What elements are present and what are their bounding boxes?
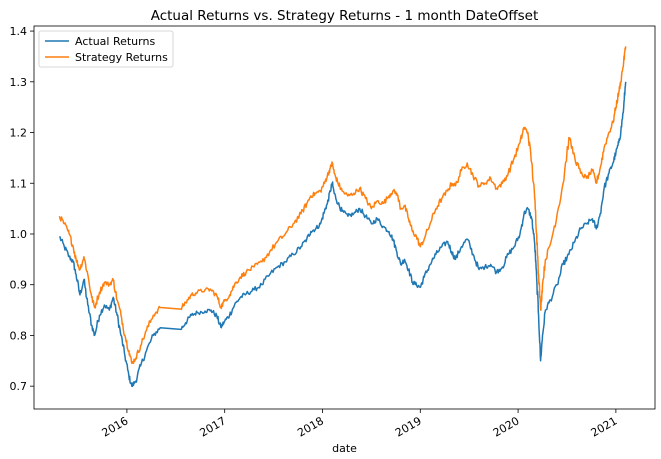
series-line-actual-returns [58,81,627,388]
legend-label-actual-returns: Actual Returns [75,35,155,48]
plot-frame [33,25,656,410]
chart-title: Actual Returns vs. Strategy Returns - 1 … [151,8,539,24]
y-tick-label-0.7: 0.7 [10,380,28,393]
x-axis-label: date [332,442,357,455]
y-tick-label-0.9: 0.9 [10,279,28,292]
y-tick-label-1.0: 1.0 [10,228,28,241]
y-tick-label-1.2: 1.2 [10,127,28,140]
series-line-strategy-returns [58,46,627,365]
series-group [58,46,627,388]
legend: Actual Returns Strategy Returns [38,30,174,68]
y-tick-label-1.1: 1.1 [10,177,28,190]
legend-box [38,30,174,68]
y-tick-label-0.8: 0.8 [10,329,28,342]
y-tick-label-1.4: 1.4 [10,25,28,38]
legend-label-strategy-returns: Strategy Returns [75,51,168,64]
y-axis: 0.7 0.8 0.9 1.0 1.1 1.2 1.3 1.4 [10,25,34,393]
y-tick-label-1.3: 1.3 [10,76,28,89]
